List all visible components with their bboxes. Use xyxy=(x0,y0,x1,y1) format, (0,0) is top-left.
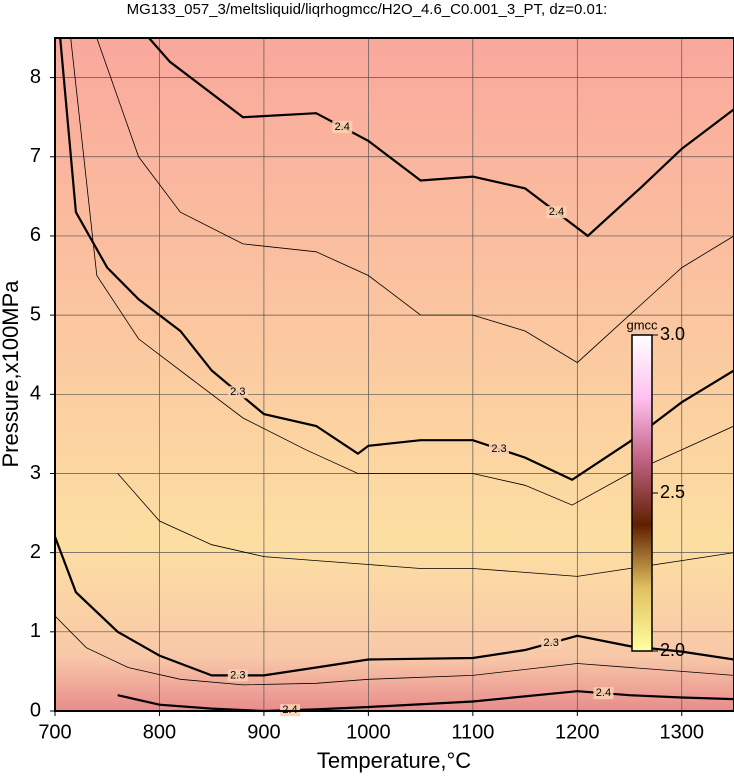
x-tick-label: 800 xyxy=(143,721,176,743)
contour-line xyxy=(59,37,734,482)
contour-line xyxy=(70,37,734,506)
contour-label-bg xyxy=(541,636,562,649)
contour-label: 2.4 xyxy=(596,687,611,699)
contour-line xyxy=(117,690,734,713)
x-tick-label: 700 xyxy=(38,721,71,743)
colorbar xyxy=(631,334,653,652)
contour-label-bg xyxy=(332,121,353,134)
y-tick-label: 7 xyxy=(30,145,41,167)
contour-label: 2.3 xyxy=(544,637,559,649)
y-tick-label: 4 xyxy=(30,383,41,405)
colorbar-label: gmcc xyxy=(626,317,658,332)
contour-line xyxy=(54,615,734,686)
contour-label-bg xyxy=(593,687,614,700)
contour-label: 2.3 xyxy=(230,669,245,681)
contour-label-bg xyxy=(227,669,248,682)
contour-label: 2.3 xyxy=(491,443,506,455)
x-tick-label: 1300 xyxy=(660,721,705,743)
y-tick-label: 3 xyxy=(30,462,41,484)
contour-label: 2.4 xyxy=(335,121,350,133)
contour-label-bg xyxy=(227,386,248,399)
contour-label-bg xyxy=(546,206,567,219)
y-tick-label: 2 xyxy=(30,541,41,563)
y-tick-label: 0 xyxy=(30,699,41,721)
colorbar-tick-label: 2.0 xyxy=(660,640,685,660)
contour-label-bg xyxy=(488,442,509,455)
y-tick-label: 8 xyxy=(30,66,41,88)
contour-line xyxy=(117,473,734,577)
contour-line xyxy=(96,37,734,364)
x-tick-label: 1000 xyxy=(346,721,391,743)
contour-line xyxy=(148,37,734,238)
x-axis-label: Temperature,°C xyxy=(317,748,471,773)
y-axis-label: Pressure,x100MPa xyxy=(0,280,23,468)
chart-title: MG133_057_3/meltsliquid/liqrhogmcc/H2O_4… xyxy=(127,1,608,18)
x-tick-label: 1200 xyxy=(555,721,600,743)
plot-frame xyxy=(54,37,734,712)
plot-background xyxy=(55,38,734,711)
contour-label: 2.4 xyxy=(549,206,564,218)
y-tick-label: 5 xyxy=(30,303,41,325)
y-tick-label: 1 xyxy=(30,620,41,642)
colorbar-tick-label: 3.0 xyxy=(660,324,685,344)
x-tick-label: 900 xyxy=(247,721,280,743)
y-tick-label: 6 xyxy=(30,224,41,246)
contour-line xyxy=(53,536,734,677)
x-tick-label: 1100 xyxy=(451,721,494,743)
contour-label: 2.3 xyxy=(230,386,245,398)
colorbar-tick-label: 2.5 xyxy=(660,482,685,502)
